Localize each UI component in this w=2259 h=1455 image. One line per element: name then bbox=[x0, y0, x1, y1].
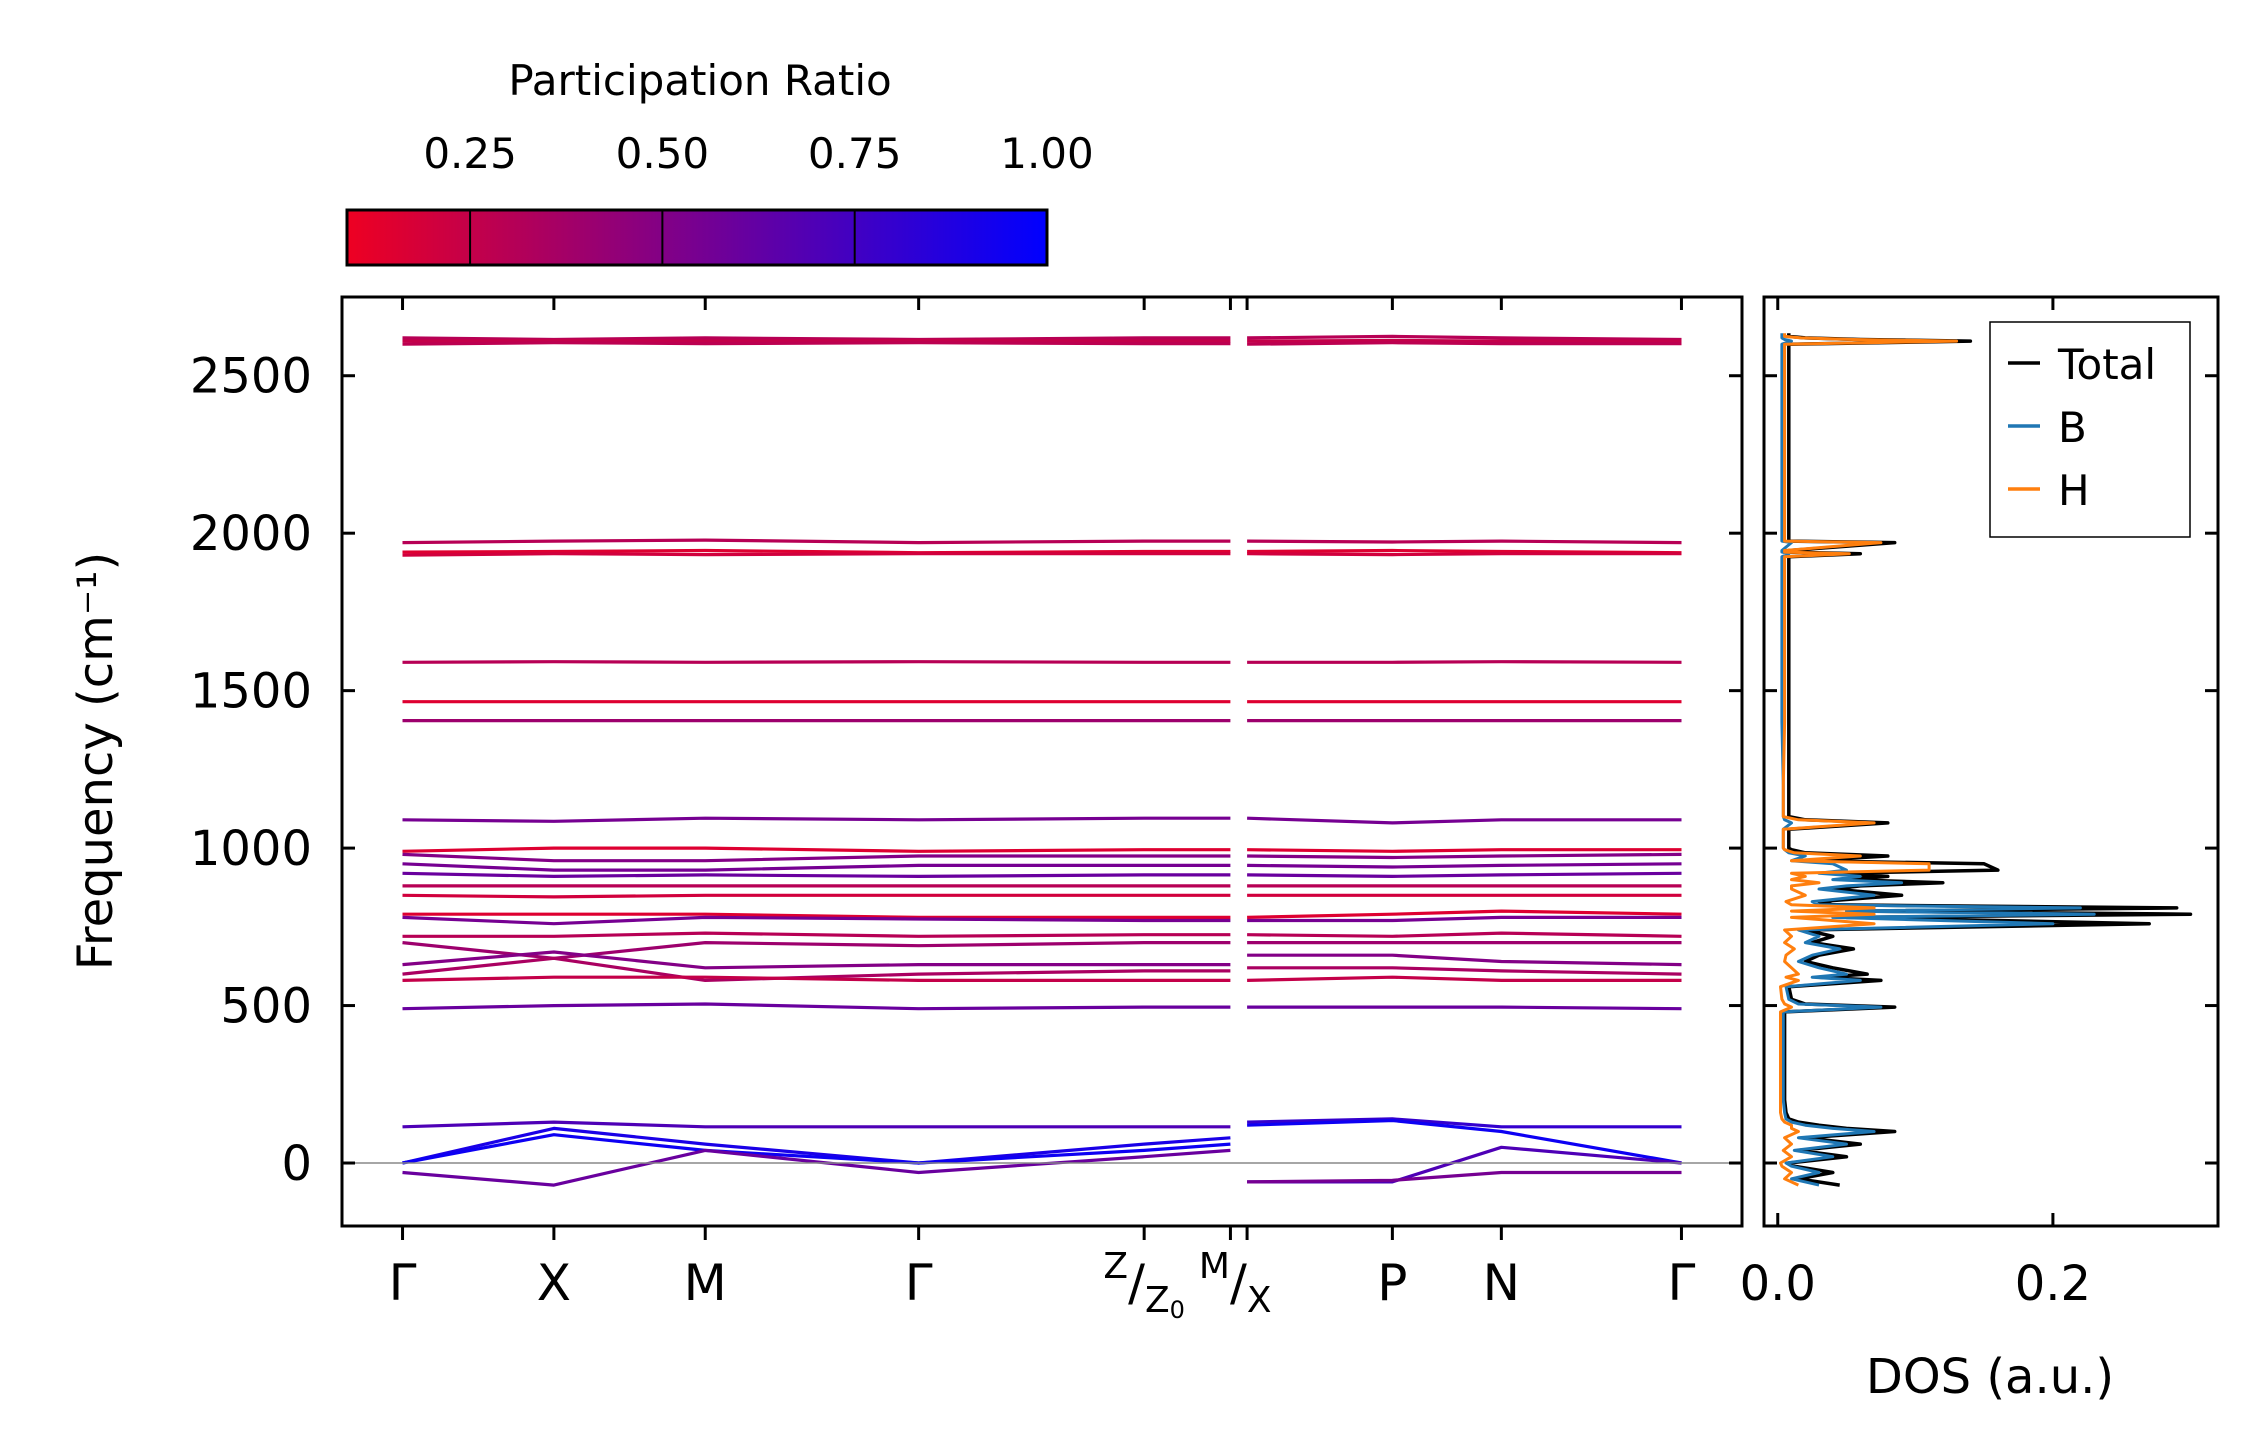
band-line bbox=[402, 852, 1231, 863]
band-line bbox=[1247, 852, 1682, 860]
label-separator: / bbox=[1230, 1254, 1247, 1312]
x-tick-label: Z bbox=[1103, 1246, 1128, 1287]
band-frame bbox=[340, 295, 1744, 1228]
band-line bbox=[402, 862, 1231, 872]
dos-line-h bbox=[1779, 333, 1959, 1187]
band-line bbox=[402, 1120, 1231, 1129]
band-line bbox=[402, 1148, 1231, 1187]
band-line bbox=[1247, 909, 1682, 919]
dos-frame bbox=[1762, 295, 2220, 1228]
band-line bbox=[1247, 816, 1682, 825]
band-line bbox=[1247, 548, 1682, 555]
dos-line-b bbox=[1780, 333, 2096, 1187]
x-tick-label: N bbox=[1483, 1254, 1520, 1312]
band-line bbox=[1247, 1005, 1682, 1011]
band-line bbox=[402, 915, 1231, 926]
x-tick-label: M bbox=[684, 1254, 727, 1312]
band-line bbox=[402, 871, 1231, 879]
legend: Total BH bbox=[1989, 321, 2191, 538]
band-line bbox=[1247, 539, 1682, 545]
band-line bbox=[402, 950, 1231, 970]
colorbar-tick-label: 0.25 bbox=[423, 129, 517, 178]
band-line bbox=[1247, 334, 1682, 342]
colorbar-gradient bbox=[347, 210, 1047, 265]
band-line bbox=[402, 816, 1231, 823]
band-line bbox=[1247, 848, 1682, 853]
band-line bbox=[402, 660, 1231, 664]
band-line bbox=[1247, 975, 1682, 983]
band-line bbox=[402, 893, 1231, 899]
x-tick-label-composite: Z/Z0M/X bbox=[1103, 1246, 1271, 1324]
band-line bbox=[1247, 1117, 1682, 1129]
y-axis-label: Frequency (cm⁻¹) bbox=[68, 552, 124, 970]
band-line bbox=[402, 548, 1231, 555]
band-line bbox=[1247, 862, 1682, 869]
band-line bbox=[1247, 931, 1682, 938]
dos-x-axis-label: DOS (a.u.) bbox=[1866, 1349, 2114, 1405]
band-line bbox=[402, 940, 1231, 960]
y-tick-label: 2500 bbox=[190, 349, 312, 405]
x-tick-label: P bbox=[1377, 1254, 1407, 1312]
colorbar-frame bbox=[345, 208, 1049, 267]
band-line bbox=[1247, 660, 1682, 664]
colorbar-tick-label: 1.00 bbox=[1000, 129, 1094, 178]
label-separator: / bbox=[1128, 1254, 1145, 1312]
band-line bbox=[402, 538, 1231, 545]
band-line bbox=[402, 1126, 1231, 1165]
colorbar-tick-label: 0.75 bbox=[808, 129, 902, 178]
y-tick-label: 0 bbox=[281, 1136, 312, 1192]
colorbar-label: Participation Ratio bbox=[508, 56, 891, 105]
band-line bbox=[402, 912, 1231, 920]
band-line bbox=[1247, 1118, 1682, 1165]
y-tick-label: 1000 bbox=[190, 821, 312, 877]
x-tick-label: M bbox=[1199, 1246, 1230, 1287]
legend-entries: Total BH bbox=[2008, 340, 2156, 515]
y-tick-label: 1500 bbox=[190, 664, 312, 720]
band-lines bbox=[402, 334, 1682, 1187]
dos-x-tick-label: 0.2 bbox=[2015, 1256, 2091, 1312]
dos-lines bbox=[1779, 333, 2193, 1187]
y-tick-label: 2000 bbox=[190, 506, 312, 562]
x-tick-label: X bbox=[537, 1254, 571, 1312]
band-line bbox=[402, 846, 1231, 853]
x-tick-label: Z bbox=[1145, 1280, 1170, 1321]
band-line bbox=[1247, 915, 1682, 923]
band-line bbox=[402, 975, 1231, 983]
legend-label-b: B bbox=[2058, 403, 2087, 452]
band-line bbox=[1247, 338, 1682, 343]
band-line bbox=[1247, 871, 1682, 879]
colorbar-ticks: 0.25 0.50 0.75 1.00 bbox=[423, 129, 1094, 265]
band-line bbox=[402, 1002, 1231, 1011]
band-line bbox=[1247, 1170, 1682, 1184]
legend-label-total: Total bbox=[2057, 340, 2156, 389]
x-tick-label-subscript: 0 bbox=[1170, 1296, 1185, 1324]
band-line bbox=[402, 341, 1231, 346]
dos-axes: 0.0 0.2 bbox=[1740, 297, 2091, 1312]
colorbar: Participation Ratio 0.25 0.50 0.75 1.00 bbox=[345, 56, 1094, 267]
band-line bbox=[402, 931, 1231, 938]
x-tick-label: Γ bbox=[1668, 1254, 1696, 1312]
dos-panel: 0.0 0.2 DOS (a.u.) Total BH bbox=[1740, 295, 2220, 1405]
band-line bbox=[402, 552, 1231, 557]
colorbar-tick-label: 0.50 bbox=[616, 129, 710, 178]
dos-x-tick-label: 0.0 bbox=[1740, 1256, 1816, 1312]
x-tick-label: X bbox=[1247, 1280, 1272, 1321]
x-tick-label: Γ bbox=[905, 1254, 933, 1312]
band-line bbox=[1247, 552, 1682, 557]
band-line bbox=[402, 1133, 1231, 1165]
y-tick-label: 500 bbox=[220, 979, 312, 1035]
band-line bbox=[1247, 966, 1682, 976]
legend-frame bbox=[1989, 321, 2191, 538]
band-line bbox=[402, 338, 1231, 343]
legend-label-h: H bbox=[2058, 466, 2090, 515]
x-tick-label: Γ bbox=[389, 1254, 417, 1312]
band-line bbox=[1247, 341, 1682, 346]
band-line bbox=[1247, 953, 1682, 967]
